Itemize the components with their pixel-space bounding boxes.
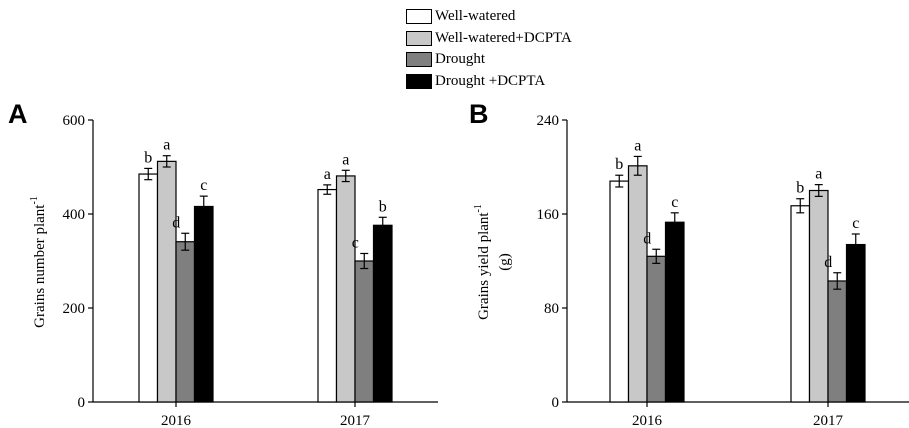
y-axis-title-a-sup: -1 (29, 196, 40, 204)
significance-letter: d (643, 230, 651, 247)
bar (354, 260, 375, 403)
legend-label: Drought +DCPTA (435, 72, 546, 89)
bar (372, 224, 393, 403)
significance-letter: a (634, 137, 641, 154)
significance-letter: c (352, 234, 359, 251)
legend: Well-watered Well-watered+DCPTA Drought … (406, 6, 572, 92)
significance-letter: c (852, 215, 859, 232)
legend-item-drought: Drought (406, 49, 572, 71)
y-axis-title-a: Grains number plant-1 (29, 196, 48, 328)
significance-letter: b (144, 149, 152, 166)
bar (193, 205, 214, 403)
bar (175, 241, 196, 403)
x-tick-label: 2017 (340, 413, 371, 428)
bar (790, 205, 811, 403)
bar (827, 280, 848, 403)
y-tick-label: 0 (552, 395, 560, 411)
significance-letter: d (172, 214, 180, 231)
panel-letter-b: B (469, 99, 489, 129)
legend-swatch-well-watered (406, 9, 432, 25)
legend-label: Well-watered (435, 8, 516, 25)
legend-item-drought-dcpta: Drought +DCPTA (406, 71, 572, 93)
y-axis-unit-b: (g) (497, 253, 513, 271)
significance-letter: a (163, 137, 170, 154)
legend-swatch-drought-dcpta (406, 73, 432, 89)
significance-letter: b (615, 156, 623, 173)
y-tick-label: 600 (63, 113, 86, 129)
bar (646, 255, 667, 403)
legend-swatch-drought (406, 52, 432, 68)
y-axis-title-b: Grains yield plant-1 (473, 204, 492, 320)
y-axis-title-b-sup: -1 (473, 204, 484, 212)
bar (335, 175, 356, 403)
bar (845, 243, 866, 403)
bar (138, 173, 159, 403)
x-tick-label: 2017 (813, 413, 844, 428)
legend-item-well-watered: Well-watered (406, 6, 572, 28)
significance-letter: b (379, 198, 387, 215)
bar (664, 221, 685, 403)
legend-swatch-well-watered-dcpta (406, 30, 432, 46)
legend-label: Drought (435, 51, 485, 68)
significance-letter: a (342, 151, 349, 168)
bar (627, 165, 648, 403)
y-axis-title-a-base: Grains number plant (32, 204, 48, 328)
y-axis-title-b-base: Grains yield plant (476, 212, 492, 320)
bar (808, 189, 829, 403)
y-tick-label: 400 (63, 207, 86, 223)
significance-letter: d (824, 254, 832, 271)
y-tick-label: 200 (63, 301, 86, 317)
x-tick-label: 2016 (632, 413, 663, 428)
bar (156, 160, 177, 403)
significance-letter: a (324, 166, 331, 183)
significance-letter: c (200, 177, 207, 194)
significance-letter: b (796, 180, 804, 197)
y-tick-label: 0 (78, 395, 86, 411)
y-tick-label: 160 (537, 207, 560, 223)
legend-label: Well-watered+DCPTA (435, 29, 572, 46)
significance-letter: c (671, 194, 678, 211)
bar (609, 180, 630, 403)
legend-item-well-watered-dcpta: Well-watered+DCPTA (406, 28, 572, 50)
panel-letter-a: A (8, 99, 28, 129)
x-tick-label: 2016 (161, 413, 192, 428)
y-tick-label: 80 (544, 301, 559, 317)
y-tick-label: 240 (537, 113, 560, 129)
bar (317, 188, 338, 403)
significance-letter: a (815, 166, 822, 183)
